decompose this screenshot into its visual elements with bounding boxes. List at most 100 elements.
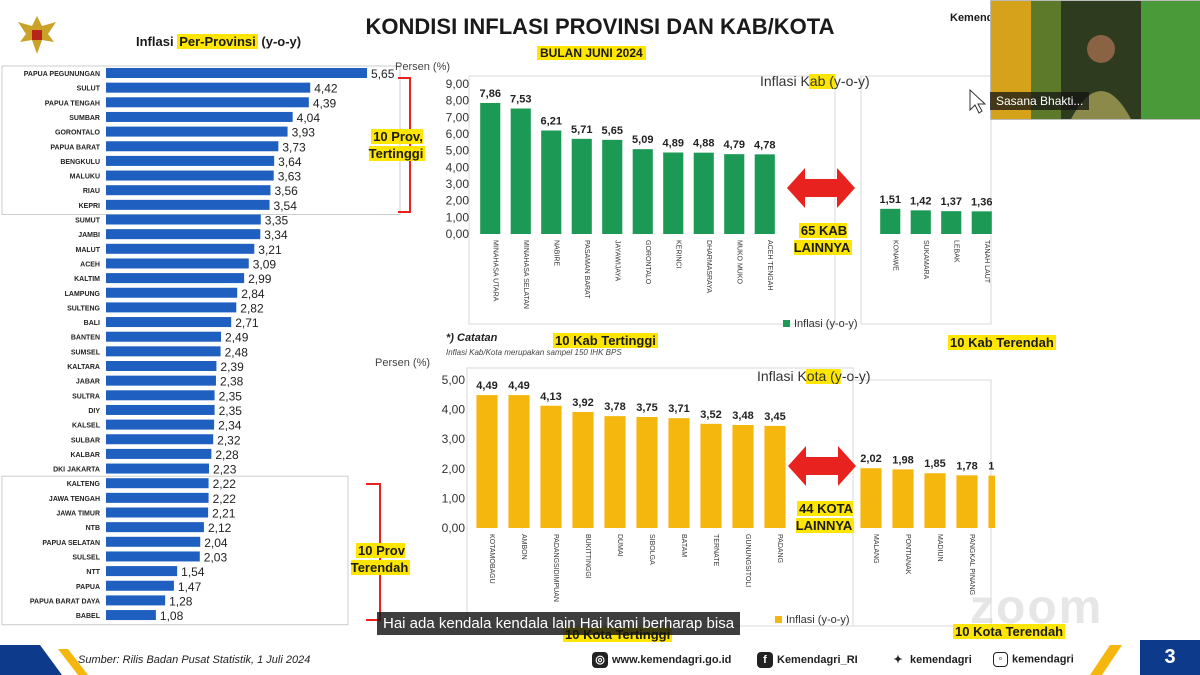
province-bar bbox=[106, 185, 271, 196]
province-data-label: 2,12 bbox=[208, 521, 232, 535]
kab-legend-swatch bbox=[783, 320, 790, 327]
province-tick-label: JAMBI bbox=[78, 232, 100, 239]
kab-category-label: MUKO MUKO bbox=[735, 240, 742, 285]
kota-bar bbox=[988, 475, 995, 528]
province-bar bbox=[106, 566, 178, 577]
kota-bar bbox=[924, 473, 946, 528]
province-bar bbox=[106, 390, 215, 401]
province-bar bbox=[106, 346, 221, 357]
kab-title-highlight bbox=[809, 74, 836, 89]
kota-category-label: DUMAI bbox=[616, 534, 623, 557]
callout-kota-bottom-text: 10 Kota Terendah bbox=[953, 624, 1066, 639]
kab-title: Inflasi Kab (y-o-y) bbox=[760, 73, 870, 89]
kota-data-label: 3,92 bbox=[572, 397, 593, 409]
province-tick-label: NTB bbox=[86, 525, 100, 532]
province-data-label: 4,04 bbox=[297, 111, 321, 125]
kota-bar bbox=[636, 417, 658, 528]
province-data-label: 2,21 bbox=[212, 507, 236, 521]
kab-category-label: SUKAMARA bbox=[922, 240, 929, 280]
kota-bar bbox=[572, 411, 594, 528]
live-caption: Hai ada kendala kendala lain Hai kami be… bbox=[377, 612, 741, 635]
callout-kab-top-text: 10 Kab Tertinggi bbox=[553, 333, 658, 348]
callout-kab-bottom: 10 Kab Terendah bbox=[948, 334, 1056, 351]
kota-legend-label: Inflasi (y-o-y) bbox=[786, 614, 850, 626]
kab-bar bbox=[541, 130, 562, 234]
province-tick-label: JABAR bbox=[76, 379, 100, 386]
province-data-label: 2,28 bbox=[215, 448, 239, 462]
kota-ytick: 1,00 bbox=[442, 491, 466, 505]
province-bar bbox=[106, 243, 255, 254]
province-data-label: 2,82 bbox=[240, 301, 264, 315]
kota-data-label: 1,78 bbox=[956, 460, 977, 472]
kota-category-label: KOTAMOBAGU bbox=[488, 534, 495, 584]
province-bar bbox=[106, 273, 245, 284]
kota-bar bbox=[604, 416, 626, 528]
kota-data-label: 1,77 bbox=[988, 461, 995, 473]
province-tick-label: SULTENG bbox=[67, 305, 100, 312]
province-bar bbox=[106, 97, 309, 108]
province-bar bbox=[106, 361, 217, 371]
footer-twitter[interactable]: ✦ kemendagri bbox=[890, 652, 971, 668]
province-bar bbox=[106, 551, 200, 562]
kota-ylabel: Persen (%) bbox=[375, 357, 430, 369]
kota-bar bbox=[860, 468, 882, 528]
note-text: Inflasi Kab/Kota merupakan sampel 150 IH… bbox=[446, 348, 622, 357]
province-tick-label: SULUT bbox=[77, 86, 101, 93]
kota-bar bbox=[956, 475, 978, 528]
province-chart: PAPUA PEGUNUNGAN 5,65 SULUT 4,42 PAPUA TENGA… bbox=[0, 62, 440, 637]
kab-category-label: KERINCI bbox=[674, 240, 681, 268]
zoom-watermark: zoom bbox=[970, 581, 1104, 634]
kota-data-label: 4,49 bbox=[476, 380, 497, 392]
video-tile[interactable] bbox=[990, 0, 1200, 120]
province-tick-label: PAPUA PEGUNUNGAN bbox=[24, 71, 100, 78]
province-bar bbox=[106, 126, 288, 137]
kota-legend-swatch bbox=[775, 616, 782, 623]
kab-category-label: MINAHASA UTARA bbox=[491, 240, 498, 302]
kab-data-label: 5,65 bbox=[602, 125, 623, 137]
province-bar bbox=[106, 595, 166, 606]
province-data-label: 4,42 bbox=[314, 82, 338, 96]
province-tick-label: KALTARA bbox=[67, 364, 100, 371]
kota-category-label: PADANGSIDIMPUAN bbox=[552, 534, 559, 602]
note-title: *) Catatan bbox=[446, 332, 498, 344]
kota-category-label: PANGKAL PINANG bbox=[968, 534, 975, 595]
kab-bottom-frame bbox=[860, 75, 992, 325]
kab-ytick: 5,00 bbox=[446, 144, 470, 158]
province-tick-label: JAWA TIMUR bbox=[56, 511, 100, 518]
kab-bar bbox=[663, 152, 684, 234]
province-tick-label: DKI JAKARTA bbox=[53, 467, 100, 474]
province-data-label: 3,64 bbox=[278, 155, 302, 169]
province-tick-label: BANTEN bbox=[71, 335, 100, 342]
province-bar bbox=[106, 155, 275, 166]
province-data-label: 2,34 bbox=[218, 419, 242, 433]
province-tick-label: SUMBAR bbox=[69, 115, 100, 122]
footer-facebook[interactable]: f Kemendagri_RI bbox=[757, 652, 858, 668]
kab-category-label: KONAWE bbox=[891, 240, 898, 271]
kab-category-label: JAYAWIJAYA bbox=[613, 240, 620, 282]
callout-kab-bottom-text: 10 Kab Terendah bbox=[948, 335, 1056, 350]
kab-ytick: 4,00 bbox=[446, 160, 470, 174]
province-tick-label: KALSEL bbox=[72, 423, 101, 430]
page-title: KONDISI INFLASI PROVINSI DAN KAB/KOTA bbox=[365, 14, 835, 39]
province-data-label: 2,39 bbox=[220, 360, 244, 374]
kab-ylabel: Persen (%) bbox=[395, 61, 450, 73]
footer-instagram[interactable]: ◦ kemendagri bbox=[993, 652, 1074, 667]
kota-category-label: GUNUNGSITOLI bbox=[744, 534, 751, 587]
kab-ytick: 9,00 bbox=[446, 77, 470, 91]
province-bar bbox=[106, 170, 274, 181]
kota-category-label: MADIUN bbox=[936, 534, 943, 562]
kota-data-label: 2,02 bbox=[860, 453, 881, 465]
province-bar bbox=[106, 68, 368, 78]
province-data-label: 2,84 bbox=[241, 287, 265, 301]
kab-category-label: DHARMASRAYA bbox=[705, 240, 712, 293]
kota-category-label: TERNATE bbox=[712, 534, 719, 566]
province-tick-label: SUMUT bbox=[75, 218, 101, 225]
callout-kab-top: 10 Kab Tertinggi bbox=[553, 332, 658, 349]
province-bar bbox=[106, 258, 249, 269]
footer-website[interactable]: ◎ www.kemendagri.go.id bbox=[592, 652, 731, 668]
province-bar bbox=[106, 199, 270, 210]
kab-ytick: 3,00 bbox=[446, 177, 470, 191]
province-bar bbox=[106, 419, 215, 430]
province-data-label: 3,54 bbox=[274, 199, 298, 213]
kab-data-label: 4,89 bbox=[663, 138, 684, 150]
